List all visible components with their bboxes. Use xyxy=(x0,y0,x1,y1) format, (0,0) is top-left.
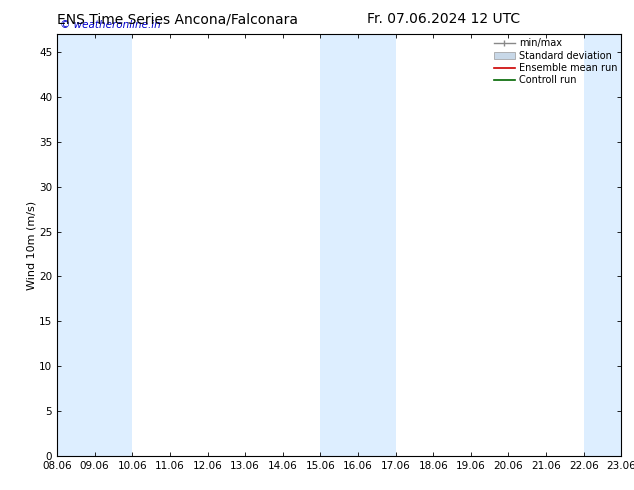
Bar xyxy=(57,34,94,456)
Bar xyxy=(320,34,358,456)
Legend: min/max, Standard deviation, Ensemble mean run, Controll run: min/max, Standard deviation, Ensemble me… xyxy=(492,36,619,87)
Text: © weatheronline.in: © weatheronline.in xyxy=(60,20,160,30)
Bar xyxy=(584,34,621,456)
Y-axis label: Wind 10m (m/s): Wind 10m (m/s) xyxy=(26,200,36,290)
Bar xyxy=(94,34,133,456)
Text: ENS Time Series Ancona/Falconara: ENS Time Series Ancona/Falconara xyxy=(57,12,298,26)
Bar xyxy=(358,34,396,456)
Text: Fr. 07.06.2024 12 UTC: Fr. 07.06.2024 12 UTC xyxy=(367,12,521,26)
